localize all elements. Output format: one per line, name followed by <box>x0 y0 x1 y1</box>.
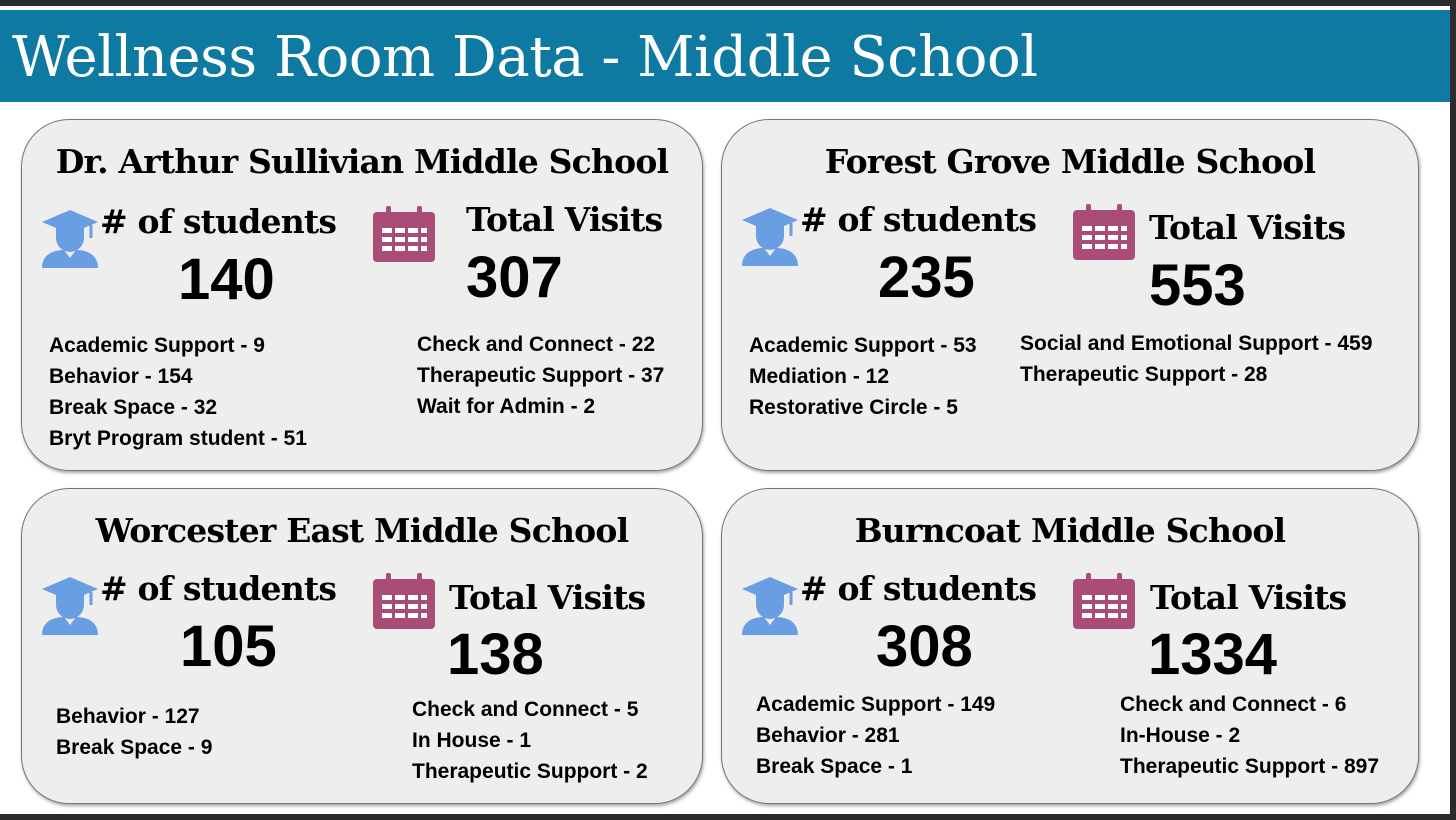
right-breakdown-list: Check and Connect - 5 In House - 1 Thera… <box>412 694 648 787</box>
graduate-student-icon <box>742 208 798 266</box>
calendar-icon <box>1073 204 1135 260</box>
graduate-student-icon <box>742 577 798 635</box>
title-banner: Wellness Room Data - Middle School <box>0 10 1450 102</box>
left-breakdown-list: Academic Support - 149 Behavior - 281 Br… <box>756 689 995 782</box>
calendar-icon <box>1073 573 1135 629</box>
list-item: Academic Support - 9 <box>49 334 265 357</box>
visits-count: 307 <box>466 245 563 310</box>
school-name: Burncoat Middle School <box>854 511 1286 550</box>
list-item: Break Space - 1 <box>756 755 913 778</box>
list-item: Bryt Program student - 51 <box>49 427 307 450</box>
left-breakdown-list: Academic Support - 9 Behavior - 154 Brea… <box>49 330 307 454</box>
graduate-student-icon <box>42 577 98 635</box>
students-count: 235 <box>878 245 975 310</box>
school-card-sullivan: Dr. Arthur Sullivian Middle School # of … <box>21 119 703 471</box>
visits-label: Total Visits <box>466 200 663 239</box>
list-item: Restorative Circle - 5 <box>749 396 958 419</box>
school-name: Worcester East Middle School <box>95 511 630 550</box>
students-count: 140 <box>178 247 275 312</box>
list-item: Check and Connect - 5 <box>412 698 639 721</box>
list-item: Academic Support - 149 <box>756 693 996 716</box>
left-breakdown-list: Behavior - 127 Break Space - 9 <box>56 701 212 763</box>
list-item: Therapeutic Support - 28 <box>1020 363 1268 386</box>
school-name: Forest Grove Middle School <box>824 142 1316 181</box>
visits-label: Total Visits <box>449 578 646 617</box>
visits-label: Total Visits <box>1149 208 1346 247</box>
bottom-border <box>0 814 1456 820</box>
visits-count: 1334 <box>1148 622 1278 687</box>
students-count: 308 <box>876 614 973 679</box>
list-item: Behavior - 154 <box>49 365 193 388</box>
list-item: Therapeutic Support - 2 <box>412 760 648 783</box>
right-breakdown-list: Social and Emotional Support - 459 Thera… <box>1020 328 1372 390</box>
visits-label: Total Visits <box>1150 578 1347 617</box>
top-border <box>0 0 1456 6</box>
students-label: # of students <box>800 200 1037 239</box>
left-breakdown-list: Academic Support - 53 Mediation - 12 Res… <box>749 330 977 423</box>
list-item: Behavior - 281 <box>756 724 900 747</box>
list-item: Mediation - 12 <box>749 365 890 388</box>
right-border <box>1450 0 1456 820</box>
graduate-student-icon <box>42 210 98 268</box>
list-item: Behavior - 127 <box>56 705 200 728</box>
school-card-worcester-east: Worcester East Middle School # of studen… <box>21 488 703 804</box>
calendar-icon <box>373 206 435 262</box>
list-item: Break Space - 9 <box>56 736 213 759</box>
list-item: In House - 1 <box>412 729 532 752</box>
right-breakdown-list: Check and Connect - 22 Therapeutic Suppo… <box>417 329 664 422</box>
list-item: Therapeutic Support - 37 <box>417 364 665 387</box>
list-item: Check and Connect - 6 <box>1120 693 1347 716</box>
school-name: Dr. Arthur Sullivian Middle School <box>55 142 669 181</box>
list-item: Therapeutic Support - 897 <box>1120 755 1380 778</box>
calendar-icon <box>373 573 435 629</box>
students-label: # of students <box>100 202 337 241</box>
list-item: In-House - 2 <box>1120 724 1241 747</box>
list-item: Academic Support - 53 <box>749 334 977 357</box>
page-title: Wellness Room Data - Middle School <box>12 25 1038 90</box>
school-card-forest-grove: Forest Grove Middle School # of students… <box>721 119 1419 471</box>
students-label: # of students <box>100 569 337 608</box>
students-count: 105 <box>180 614 277 679</box>
visits-count: 553 <box>1149 253 1246 318</box>
list-item: Wait for Admin - 2 <box>417 395 596 418</box>
school-card-burncoat: Burncoat Middle School # of students 308… <box>721 488 1419 804</box>
right-breakdown-list: Check and Connect - 6 In-House - 2 Thera… <box>1120 689 1379 782</box>
list-item: Break Space - 32 <box>49 396 218 419</box>
visits-count: 138 <box>447 622 544 687</box>
students-label: # of students <box>800 569 1037 608</box>
list-item: Check and Connect - 22 <box>417 333 656 356</box>
list-item: Social and Emotional Support - 459 <box>1020 332 1373 355</box>
